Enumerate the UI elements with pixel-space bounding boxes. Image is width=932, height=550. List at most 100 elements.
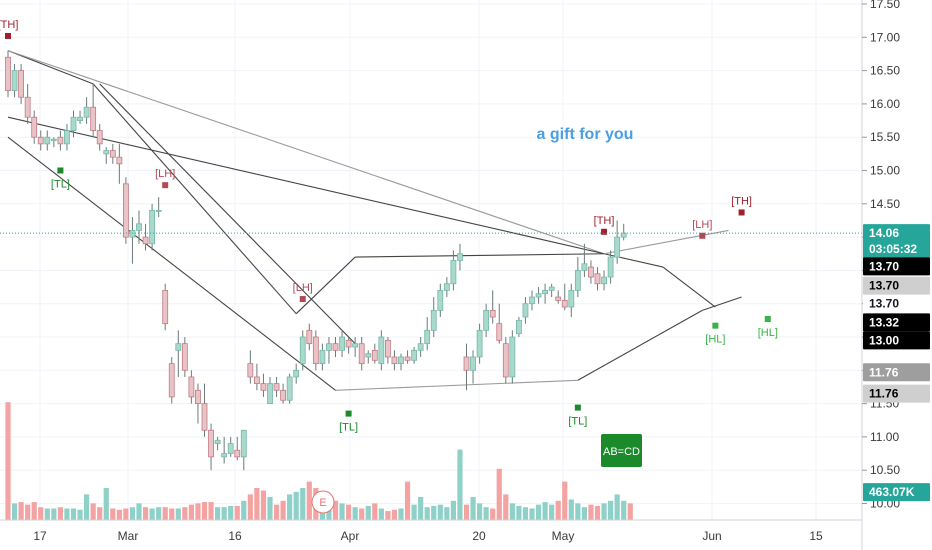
volume-bar bbox=[267, 496, 273, 520]
svg-text:E: E bbox=[319, 497, 326, 509]
candle-body bbox=[430, 309, 437, 331]
time-tick-label: Jun bbox=[702, 529, 721, 543]
swing-label: [HL] bbox=[705, 322, 725, 346]
candle-body bbox=[548, 286, 555, 291]
candle-body bbox=[574, 269, 581, 291]
candle-body bbox=[516, 319, 522, 335]
svg-text:[HL]: [HL] bbox=[705, 334, 725, 346]
candle-body bbox=[37, 136, 44, 145]
candle-body bbox=[404, 356, 411, 361]
candle-body bbox=[136, 223, 142, 231]
candle-body bbox=[601, 276, 607, 285]
volume-bar bbox=[241, 500, 247, 520]
volume-bar bbox=[470, 496, 476, 520]
volume-bar bbox=[97, 507, 103, 520]
volume-bar bbox=[463, 504, 470, 520]
candle-body bbox=[496, 323, 503, 341]
candle-body bbox=[90, 106, 97, 131]
volume-bar bbox=[398, 508, 404, 520]
price-tag: 463.07K bbox=[863, 483, 930, 502]
candle-body bbox=[234, 449, 241, 458]
svg-text:13.00: 13.00 bbox=[869, 333, 899, 347]
volume-bar bbox=[385, 511, 391, 520]
candle-body bbox=[96, 130, 103, 145]
price-tick-label: 16.00 bbox=[870, 97, 900, 111]
volume-bar bbox=[116, 509, 122, 520]
candle-body bbox=[286, 376, 293, 401]
candle-body bbox=[332, 343, 339, 351]
volume-bar bbox=[195, 503, 201, 520]
volume-bar bbox=[411, 504, 417, 520]
volume-bar bbox=[38, 507, 44, 520]
svg-text:[TH]: [TH] bbox=[594, 215, 615, 227]
svg-text:13.32: 13.32 bbox=[869, 315, 899, 329]
candles bbox=[5, 50, 627, 471]
volume-bar bbox=[594, 505, 601, 520]
volume-bar bbox=[156, 507, 162, 520]
candle-body bbox=[391, 356, 398, 365]
trendline bbox=[702, 296, 742, 311]
volume-bar bbox=[332, 500, 339, 520]
trendline bbox=[603, 229, 729, 255]
svg-text:[TH]: [TH] bbox=[731, 195, 752, 207]
candle-body bbox=[489, 309, 496, 318]
swing-labels: [TH] [TL] [LH] [LH] [TL] [TL] [TH] [LH] [TH] [HL]… bbox=[0, 19, 778, 434]
volume-bar bbox=[280, 500, 286, 520]
volume-bar bbox=[562, 481, 568, 520]
candle-body bbox=[149, 210, 156, 245]
candle-body bbox=[502, 343, 509, 378]
time-axis[interactable]: 17 Mar 16 Apr 20 May Jun 15 bbox=[0, 519, 862, 543]
price-tag: 13.00 bbox=[863, 331, 930, 350]
price-tick-label: 16.50 bbox=[870, 64, 900, 78]
svg-text:[LH]: [LH] bbox=[692, 219, 712, 231]
candle-body bbox=[529, 296, 535, 305]
swing-label: [HL] bbox=[758, 316, 778, 339]
price-tick-label: 17.00 bbox=[870, 30, 900, 44]
volume-bar bbox=[273, 504, 280, 520]
volume-bar bbox=[339, 503, 345, 520]
candle-body bbox=[483, 309, 490, 331]
price-tag: 13.32 bbox=[863, 313, 930, 332]
time-tick-label: Apr bbox=[341, 529, 360, 543]
volume-bar bbox=[25, 504, 31, 520]
volume-bar bbox=[188, 504, 194, 520]
candle-body bbox=[116, 156, 123, 165]
volume-bar bbox=[457, 449, 463, 520]
volume-bar bbox=[621, 500, 627, 520]
volume-bar bbox=[549, 504, 555, 520]
candle-body bbox=[44, 136, 51, 145]
trendline bbox=[577, 309, 703, 381]
time-tick-label: Mar bbox=[118, 529, 139, 543]
volume-bar bbox=[5, 402, 11, 520]
price-axis[interactable]: 10.0010.5011.0011.5012.0012.5013.0013.50… bbox=[861, 0, 932, 550]
candle-body bbox=[175, 343, 182, 351]
volume-bar bbox=[378, 508, 384, 520]
volume-bar bbox=[11, 503, 18, 520]
trendline bbox=[335, 379, 578, 391]
time-tick-label: 16 bbox=[228, 529, 242, 543]
volume-bar bbox=[404, 481, 411, 520]
candle-body bbox=[267, 383, 273, 404]
candle-body bbox=[253, 376, 260, 385]
volume-bars bbox=[5, 402, 633, 520]
volume-bar bbox=[608, 500, 614, 520]
swing-label: [LH] bbox=[293, 282, 313, 303]
candle-body bbox=[103, 150, 110, 155]
svg-text:14.06: 14.06 bbox=[869, 226, 899, 240]
volume-bar bbox=[568, 499, 574, 520]
swing-label: [TH] bbox=[594, 215, 615, 235]
volume-bar bbox=[529, 508, 535, 520]
candle-body bbox=[18, 70, 25, 98]
volume-bar bbox=[359, 508, 365, 520]
price-tick-label: 17.50 bbox=[870, 0, 900, 11]
candle-body bbox=[594, 273, 601, 285]
candle-body bbox=[123, 183, 129, 238]
volume-bar bbox=[300, 488, 306, 520]
volume-bar bbox=[208, 502, 214, 520]
candle-body bbox=[358, 343, 365, 365]
candle-body bbox=[129, 230, 136, 238]
volume-bar bbox=[490, 508, 496, 520]
volume-bar bbox=[221, 507, 227, 520]
volume-bar bbox=[542, 502, 548, 520]
